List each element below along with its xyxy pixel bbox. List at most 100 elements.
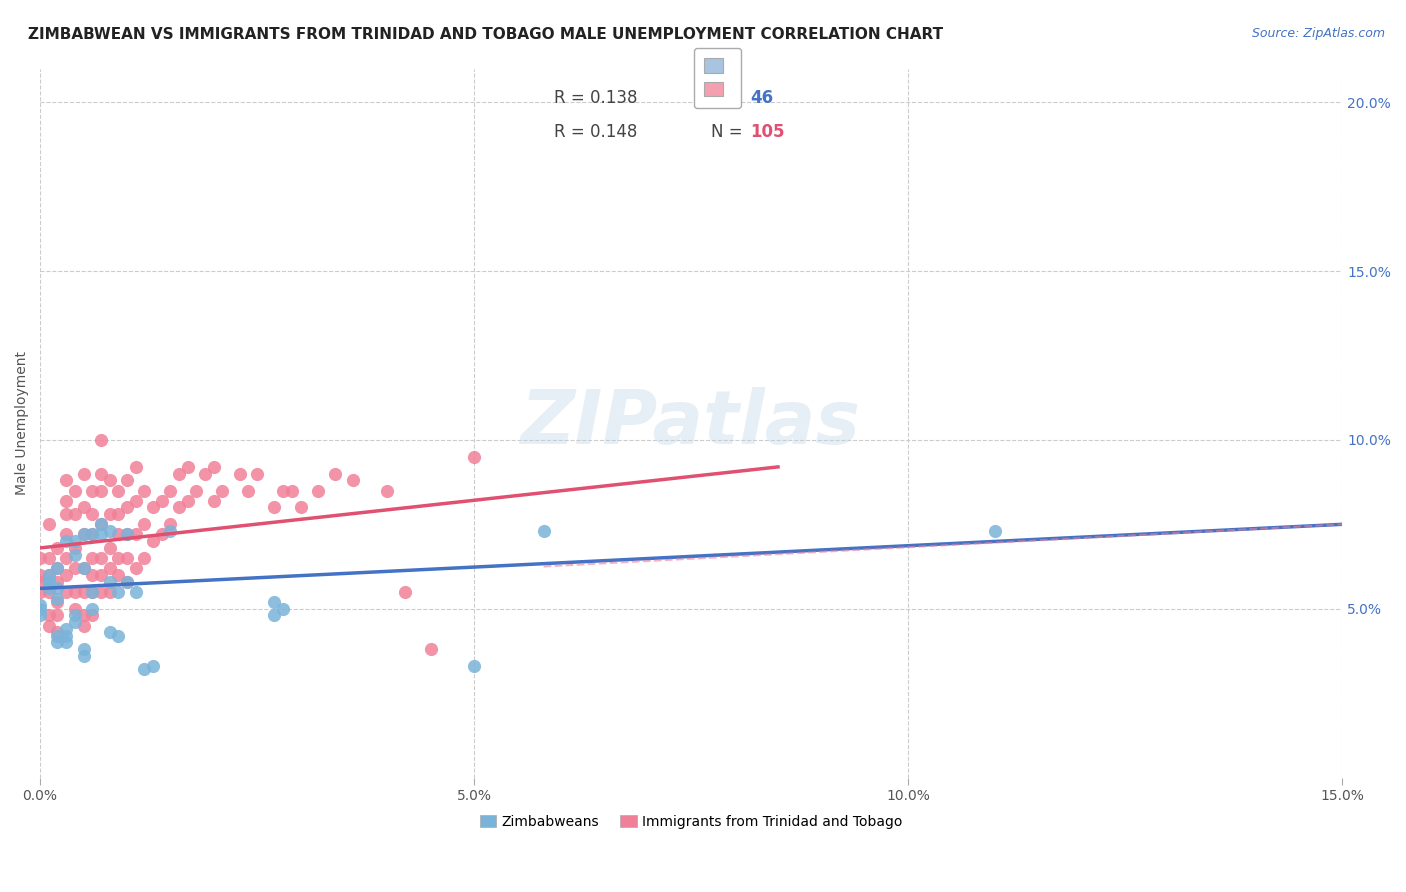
Point <box>63 561 86 575</box>
Point <box>63 548 86 562</box>
Point <box>38 584 60 599</box>
Point <box>281 483 304 498</box>
Point <box>82 608 104 623</box>
Point <box>38 551 60 566</box>
Point <box>323 467 346 481</box>
Point <box>176 493 198 508</box>
Point <box>142 659 165 673</box>
Point <box>46 591 69 606</box>
Point <box>63 534 86 549</box>
Point <box>38 517 60 532</box>
Point <box>46 608 69 623</box>
Point <box>115 574 138 589</box>
Point <box>82 507 104 521</box>
Point <box>271 483 294 498</box>
Point <box>159 524 181 538</box>
Point <box>463 659 485 673</box>
Point <box>142 534 165 549</box>
Point <box>124 527 146 541</box>
Point <box>72 561 94 575</box>
Point <box>90 433 112 447</box>
Point <box>38 608 60 623</box>
Point <box>90 517 112 532</box>
Point <box>115 500 138 515</box>
Point <box>238 483 260 498</box>
Point <box>533 524 555 538</box>
Point <box>90 517 112 532</box>
Point <box>375 483 398 498</box>
Point <box>55 507 77 521</box>
Point <box>72 527 94 541</box>
Point <box>46 561 69 575</box>
Point <box>55 551 77 566</box>
Point <box>176 459 198 474</box>
Point <box>38 574 60 589</box>
Point <box>30 551 52 566</box>
Point <box>72 642 94 657</box>
Point <box>38 574 60 589</box>
Point <box>38 582 60 596</box>
Point <box>30 584 52 599</box>
Point <box>463 450 485 464</box>
Point <box>167 500 190 515</box>
Point <box>124 584 146 599</box>
Point <box>342 474 364 488</box>
Point <box>98 474 121 488</box>
Point <box>159 483 181 498</box>
Text: R = 0.138: R = 0.138 <box>554 89 638 107</box>
Legend: Zimbabweans, Immigrants from Trinidad and Tobago: Zimbabweans, Immigrants from Trinidad an… <box>474 809 908 834</box>
Point <box>290 500 312 515</box>
Point <box>107 568 129 582</box>
Point <box>115 474 138 488</box>
Text: 105: 105 <box>749 123 785 141</box>
Point <box>263 595 285 609</box>
Point <box>90 467 112 481</box>
Text: Source: ZipAtlas.com: Source: ZipAtlas.com <box>1251 27 1385 40</box>
Point <box>63 608 86 623</box>
Point <box>394 584 416 599</box>
Point <box>46 629 69 643</box>
Point <box>30 601 52 615</box>
Point <box>194 467 217 481</box>
Point <box>115 527 138 541</box>
Point <box>72 608 94 623</box>
Point <box>98 524 121 538</box>
Point <box>229 467 252 481</box>
Point <box>63 584 86 599</box>
Point <box>107 507 129 521</box>
Point <box>55 629 77 643</box>
Point <box>82 584 104 599</box>
Point <box>419 642 441 657</box>
Point <box>211 483 233 498</box>
Point <box>30 599 52 613</box>
Point <box>150 527 173 541</box>
Point <box>72 527 94 541</box>
Point <box>98 584 121 599</box>
Point <box>107 629 129 643</box>
Point <box>55 584 77 599</box>
Point <box>115 551 138 566</box>
Point <box>984 524 1007 538</box>
Point <box>107 527 129 541</box>
Point <box>63 483 86 498</box>
Point <box>307 483 329 498</box>
Point <box>98 561 121 575</box>
Point <box>82 527 104 541</box>
Point <box>134 551 156 566</box>
Point <box>63 507 86 521</box>
Point <box>46 625 69 640</box>
Point <box>82 568 104 582</box>
Point <box>46 595 69 609</box>
Point <box>63 615 86 630</box>
Point <box>150 493 173 508</box>
Point <box>202 459 225 474</box>
Point <box>55 534 77 549</box>
Point <box>46 582 69 596</box>
Point <box>246 467 269 481</box>
Point <box>30 574 52 589</box>
Text: 46: 46 <box>749 89 773 107</box>
Point <box>82 601 104 615</box>
Point <box>98 625 121 640</box>
Point <box>82 527 104 541</box>
Text: N =: N = <box>710 89 742 107</box>
